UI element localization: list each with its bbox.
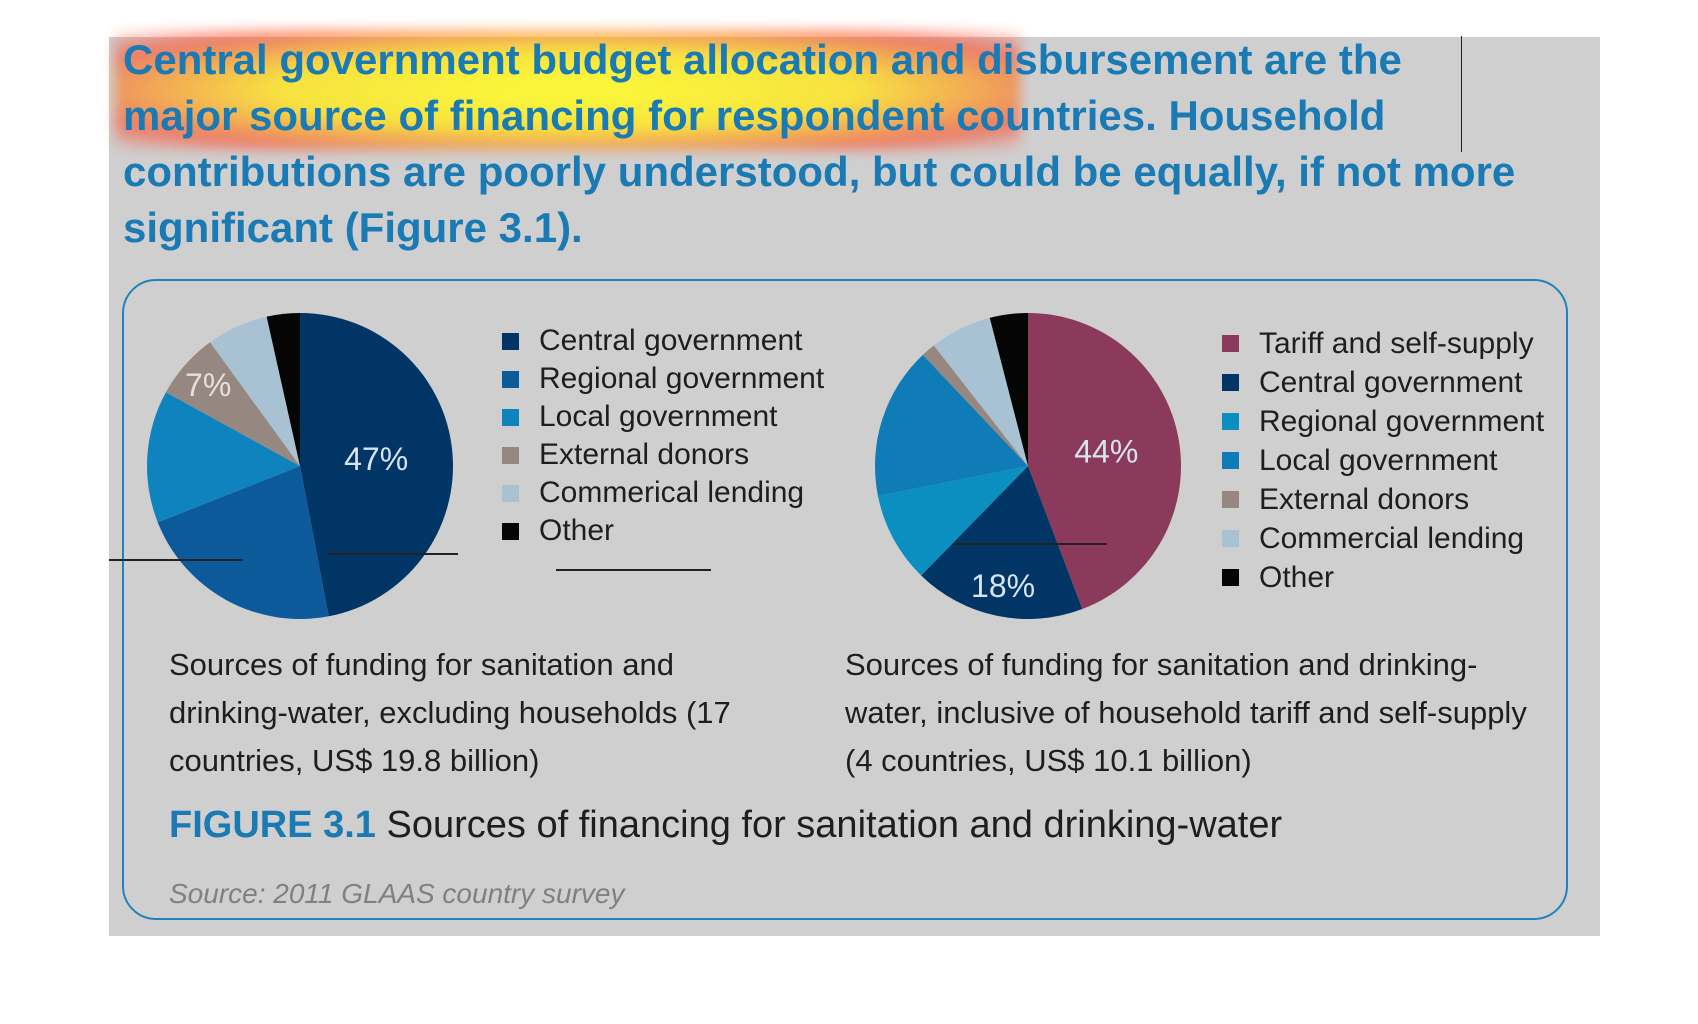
legend-label: Regional government [539, 362, 825, 395]
legend-swatch [1222, 413, 1239, 430]
rule-line [109, 559, 243, 561]
pie-slice-other [266, 313, 300, 466]
pie-data-label: 18% [971, 568, 1035, 604]
legend-item-regional-government: Regional government [502, 360, 824, 398]
legend-label: Other [539, 514, 615, 547]
figure-title: FIGURE 3.1 Sources of financing for sani… [169, 804, 1282, 847]
legend-label: Local government [539, 400, 778, 433]
figure-title-text: Sources of financing for sanitation and … [386, 804, 1283, 846]
legend-label: Tariff and self-supply [1259, 326, 1534, 360]
caption-excluding-households: Sources of funding for sanitation and dr… [169, 647, 731, 778]
legend-swatch [502, 446, 519, 464]
pie-slice-external-donors [922, 345, 1028, 466]
legend-label: Central government [539, 324, 803, 357]
legend-item-regional-government: Regional government [1222, 402, 1544, 441]
pie-slice-regional-government [157, 466, 329, 619]
legend-item-commerical-lending: Commerical lending [502, 474, 824, 512]
pie-slice-external-donors [165, 342, 300, 466]
legend-item-tariff-and-self-supply: Tariff and self-supply [1222, 324, 1544, 363]
legend-swatch [1222, 530, 1239, 547]
text-cursor [1461, 36, 1462, 152]
pie-chart-inclusive-households: 44% 18% [875, 313, 1181, 619]
pie-slice-commerical-lending [210, 316, 300, 466]
pie-slice-local-government [147, 392, 300, 523]
pie-slice-other [989, 313, 1028, 466]
legend-swatch [1222, 491, 1239, 508]
legend-item-external-donors: External donors [502, 436, 824, 474]
legend-label: Regional government [1259, 404, 1545, 438]
pie-slice-commercial-lending [933, 317, 1028, 466]
headline-text: Central government budget allocation and… [123, 36, 1516, 251]
legend-swatch [502, 370, 519, 388]
legend-swatch [1222, 374, 1239, 391]
legend-swatch [502, 522, 519, 540]
legend-item-other: Other [1222, 558, 1544, 597]
pie-slice-regional-government [877, 466, 1028, 576]
pie-slice-central-government [921, 466, 1083, 619]
pie-data-label: 47% [344, 441, 408, 477]
legend-label: Other [1259, 560, 1335, 594]
legend-swatch [502, 484, 519, 502]
legend-swatch [502, 332, 519, 350]
legend-swatch [1222, 452, 1239, 469]
caption-inclusive-households: Sources of funding for sanitation and dr… [845, 647, 1527, 778]
pie-slice-central-government [300, 313, 454, 617]
legend-label: Commerical lending [539, 476, 805, 509]
figure-source: Source: 2011 GLAAS country survey [169, 878, 625, 909]
legend-item-commercial-lending: Commercial lending [1222, 519, 1544, 558]
legend-item-local-government: Local government [502, 398, 824, 436]
rule-line [556, 569, 711, 571]
legend-swatch [502, 408, 519, 426]
figure-number: FIGURE 3.1 [169, 804, 376, 846]
legend-label: Central government [1259, 365, 1523, 399]
rule-line [328, 553, 458, 555]
legend-item-external-donors: External donors [1222, 480, 1544, 519]
pie-data-label: 7% [185, 367, 231, 403]
pie-data-label: 44% [1074, 434, 1138, 470]
text-highlight [115, 30, 1020, 150]
legend-label: External donors [539, 438, 750, 471]
legend-item-central-government: Central government [1222, 363, 1544, 402]
legend-item-local-government: Local government [1222, 441, 1544, 480]
legend-swatch [1222, 335, 1239, 352]
legend-label: External donors [1259, 482, 1470, 516]
legend-label: Commercial lending [1259, 521, 1525, 555]
rule-line [953, 543, 1107, 545]
legend-inclusive-households: Tariff and self-supply Central government… [1222, 324, 1544, 597]
legend-label: Local government [1259, 443, 1498, 477]
pie-slice-tariff-and-self-supply [1028, 313, 1181, 610]
legend-excluding-households: Central government Regional government Loc… [502, 322, 824, 550]
pie-slice-local-government [875, 354, 1028, 496]
legend-item-other: Other [502, 512, 824, 550]
legend-item-central-government: Central government [502, 322, 824, 360]
pie-chart-excluding-households: 47% 7% [147, 313, 454, 619]
figure-frame [122, 279, 1568, 920]
legend-swatch [1222, 569, 1239, 586]
